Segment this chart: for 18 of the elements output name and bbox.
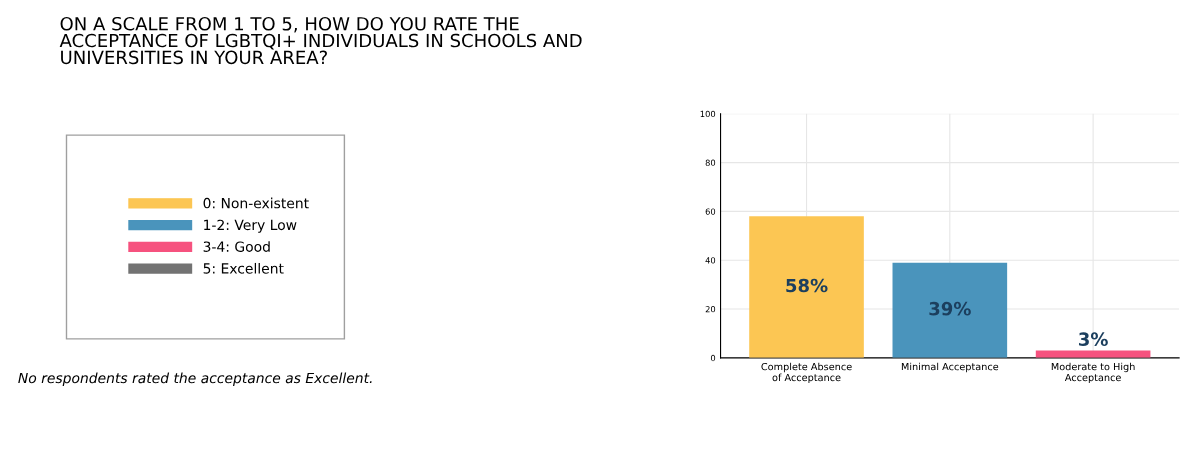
y-tick-label: 40 — [705, 257, 716, 264]
y-tick-label: 100 — [700, 110, 716, 118]
x-tick-label: Complete Absence of Acceptance — [761, 362, 852, 384]
legend-label: 3-4: Good — [203, 241, 270, 252]
y-tick-label: 60 — [705, 208, 716, 215]
y-tick-label: 0 — [710, 354, 716, 362]
text: ON A SCALE FROM 1 TO 5, HOW DO YOU RATE THE ACCEPTANCE OF LGBTQI+ INDIVIDUALS IN SCHOOLS AND UNIVERSITIES IN YOUR AREA? — [59, 16, 582, 65]
y-tick-label: 20 — [705, 306, 716, 313]
data-label: 39% — [929, 301, 971, 316]
data-label: 3% — [1078, 332, 1108, 347]
x-tick-label: Minimal Acceptance — [901, 362, 999, 373]
legend-label: 0: Non-existent — [203, 197, 309, 209]
legend-label: 5: Excellent — [203, 262, 284, 274]
x-tick-label: Moderate to High Acceptance — [1051, 362, 1135, 384]
legend-label: 1-2: Very Low — [204, 219, 297, 233]
data-label: 58% — [786, 278, 828, 293]
text: No respondents rated the acceptance as Excellent. — [18, 372, 372, 386]
y-tick-label: 80 — [705, 159, 716, 166]
